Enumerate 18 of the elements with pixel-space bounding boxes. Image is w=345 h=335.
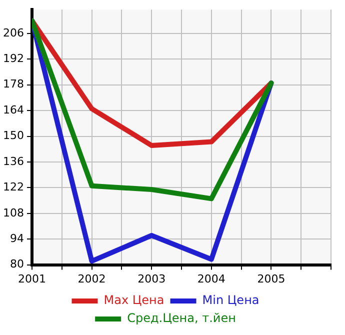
y-tick-label: 150	[2, 129, 24, 142]
y-tick-label: 108	[2, 206, 24, 220]
legend-label: Сред.Цена, т.йен	[127, 311, 236, 326]
y-tick-label: 192	[2, 52, 24, 66]
x-tick-label: 2004	[197, 272, 226, 286]
y-tick-label: 136	[2, 154, 24, 168]
y-tick-label: 178	[2, 78, 24, 91]
y-tick-label: 206	[2, 26, 24, 40]
x-tick-label: 2001	[18, 272, 46, 286]
x-tick-label: 2005	[257, 272, 286, 286]
y-tick-label: 94	[10, 232, 24, 245]
legend-label: Min Цена	[202, 293, 260, 308]
x-tick-label: 2003	[138, 272, 166, 286]
y-tick-label: 164	[2, 103, 24, 116]
x-tick-label: 2002	[78, 272, 106, 286]
y-tick-label: 122	[2, 180, 24, 194]
legend-label: Max Цена	[104, 293, 164, 308]
y-tick-label: 80	[10, 258, 24, 271]
